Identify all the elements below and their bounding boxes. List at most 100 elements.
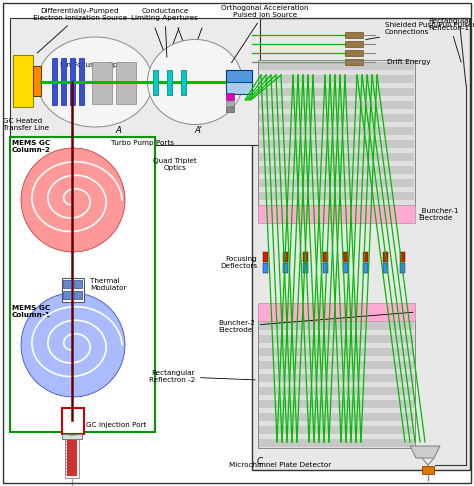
FancyBboxPatch shape [258,60,415,208]
Text: GC Injection Port: GC Injection Port [86,422,146,428]
Text: Rectangular
Reflecton-1: Rectangular Reflecton-1 [428,18,472,62]
FancyBboxPatch shape [10,137,155,432]
Text: Rectangular
Reflectron -2: Rectangular Reflectron -2 [149,370,255,383]
Text: Conductance
Limiting Apertures: Conductance Limiting Apertures [131,8,199,57]
FancyBboxPatch shape [92,62,112,104]
FancyBboxPatch shape [10,18,260,145]
FancyBboxPatch shape [343,263,348,273]
FancyBboxPatch shape [70,58,75,105]
FancyBboxPatch shape [363,252,368,262]
FancyBboxPatch shape [383,252,388,262]
FancyBboxPatch shape [259,439,414,447]
Circle shape [21,148,125,252]
Text: Quad Triplet
Optics: Quad Triplet Optics [153,158,197,171]
Text: Differentially-Pumped
Electron Ionization Source: Differentially-Pumped Electron Ionizatio… [33,8,127,53]
Text: Turbo Pump Ports: Turbo Pump Ports [111,140,174,146]
FancyBboxPatch shape [259,88,414,96]
FancyBboxPatch shape [323,263,328,273]
FancyBboxPatch shape [258,205,415,223]
FancyBboxPatch shape [62,408,84,434]
FancyBboxPatch shape [181,70,186,95]
FancyBboxPatch shape [263,252,268,262]
FancyBboxPatch shape [153,70,158,95]
Text: Microchannel Plate Detector: Microchannel Plate Detector [229,462,331,468]
FancyBboxPatch shape [61,58,66,105]
FancyBboxPatch shape [259,335,414,343]
FancyBboxPatch shape [345,32,363,38]
Text: Buncher-2
Electrode: Buncher-2 Electrode [218,312,413,333]
FancyBboxPatch shape [226,70,252,85]
FancyBboxPatch shape [259,62,414,70]
Text: MEMS GC
Column-2: MEMS GC Column-2 [12,140,51,153]
Ellipse shape [147,39,243,124]
FancyBboxPatch shape [259,153,414,161]
FancyBboxPatch shape [63,280,71,288]
FancyBboxPatch shape [345,41,363,47]
FancyBboxPatch shape [259,140,414,148]
Circle shape [21,293,125,397]
Text: Orthogonal Acceleration
Pulsed Ion Source: Orthogonal Acceleration Pulsed Ion Sourc… [221,5,309,63]
FancyBboxPatch shape [52,58,57,105]
FancyBboxPatch shape [283,263,288,273]
FancyBboxPatch shape [226,82,252,94]
FancyBboxPatch shape [79,58,84,105]
FancyBboxPatch shape [259,387,414,395]
FancyBboxPatch shape [400,252,405,262]
FancyBboxPatch shape [258,303,415,321]
FancyBboxPatch shape [116,62,136,104]
FancyBboxPatch shape [167,70,172,95]
FancyBboxPatch shape [259,127,414,135]
FancyBboxPatch shape [400,263,405,273]
FancyBboxPatch shape [259,192,414,200]
FancyBboxPatch shape [259,114,414,122]
FancyBboxPatch shape [259,374,414,382]
FancyBboxPatch shape [226,107,234,112]
FancyBboxPatch shape [259,361,414,369]
Text: Focusing
Deflectors: Focusing Deflectors [220,256,257,268]
Text: Ion Focusing Optics: Ion Focusing Optics [60,62,130,68]
FancyBboxPatch shape [65,438,79,478]
FancyBboxPatch shape [259,322,414,330]
Text: _Buncher-1
Electrode: _Buncher-1 Electrode [418,207,458,221]
FancyBboxPatch shape [383,263,388,273]
FancyBboxPatch shape [345,59,363,65]
Text: A’: A’ [194,126,202,135]
Text: A: A [115,126,121,135]
FancyBboxPatch shape [252,18,470,470]
FancyBboxPatch shape [226,93,234,100]
Text: Thermal
Modulator: Thermal Modulator [90,278,127,291]
FancyBboxPatch shape [33,66,41,96]
FancyBboxPatch shape [259,400,414,408]
FancyBboxPatch shape [259,101,414,109]
FancyBboxPatch shape [259,348,414,356]
FancyBboxPatch shape [63,291,71,299]
Text: MEMS GC
Column-1: MEMS GC Column-1 [12,305,51,318]
FancyBboxPatch shape [258,320,415,448]
FancyBboxPatch shape [343,252,348,262]
Text: GC Heated
Transfer Line: GC Heated Transfer Line [3,118,49,131]
FancyBboxPatch shape [303,252,308,262]
FancyBboxPatch shape [323,252,328,262]
FancyBboxPatch shape [13,55,33,107]
FancyBboxPatch shape [74,291,82,299]
FancyBboxPatch shape [259,413,414,421]
FancyBboxPatch shape [263,263,268,273]
FancyBboxPatch shape [62,434,82,439]
FancyBboxPatch shape [283,252,288,262]
FancyBboxPatch shape [345,50,363,56]
Text: C: C [257,457,263,466]
Text: Shielded Push/Pull Pulser
Connections: Shielded Push/Pull Pulser Connections [366,22,474,39]
FancyBboxPatch shape [74,280,82,288]
Ellipse shape [37,37,153,127]
FancyBboxPatch shape [259,179,414,187]
FancyBboxPatch shape [226,101,234,106]
FancyBboxPatch shape [259,75,414,83]
FancyBboxPatch shape [259,426,414,434]
FancyBboxPatch shape [259,166,414,174]
Text: Drift Energy: Drift Energy [387,59,430,65]
FancyBboxPatch shape [303,263,308,273]
FancyBboxPatch shape [422,466,434,474]
FancyBboxPatch shape [62,278,84,302]
Polygon shape [410,446,440,458]
FancyBboxPatch shape [67,440,77,476]
